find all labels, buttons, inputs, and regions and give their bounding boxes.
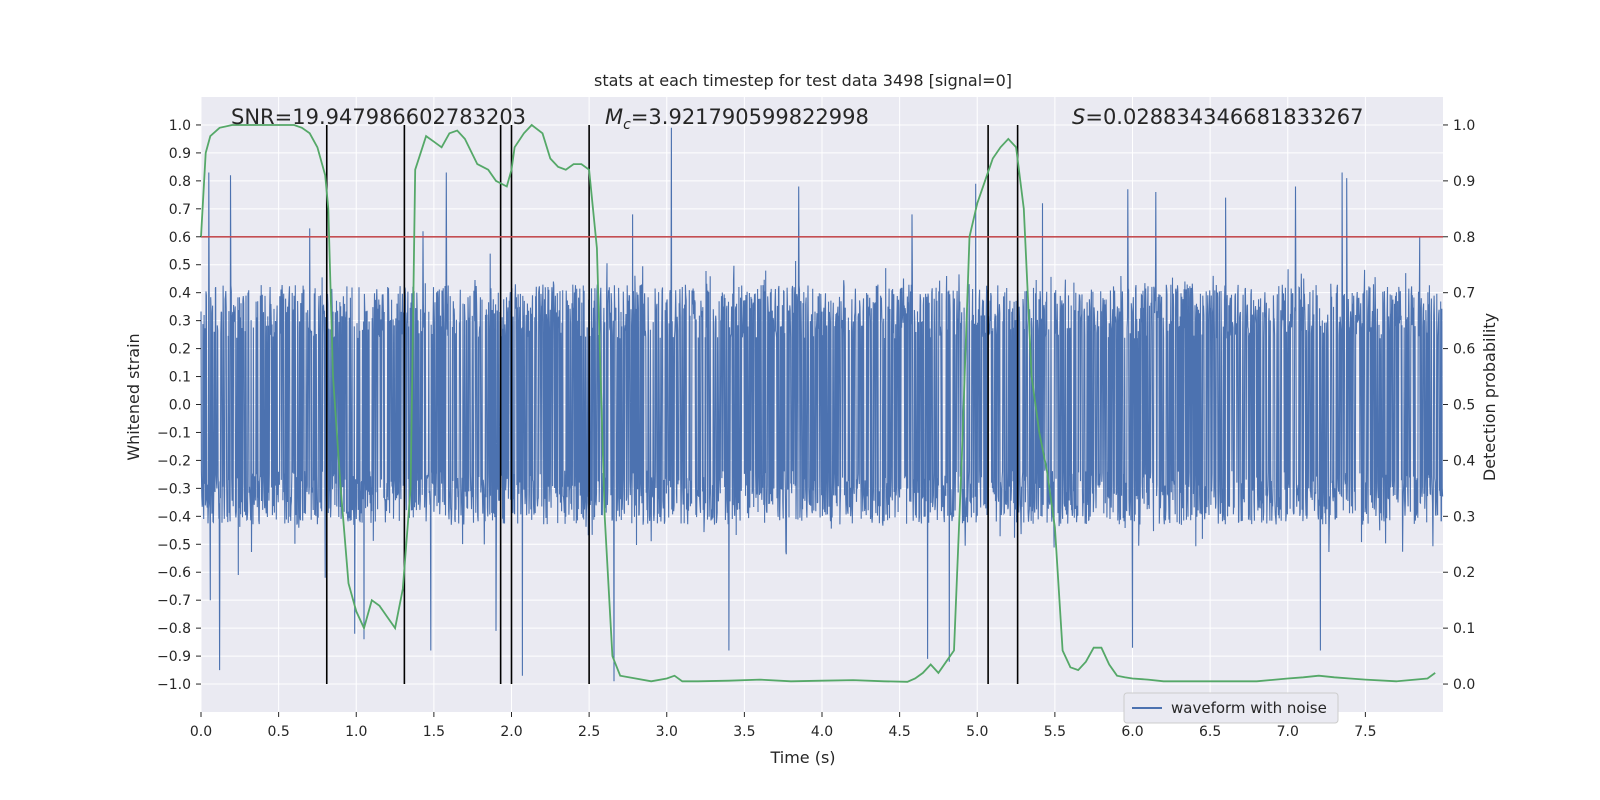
chart-title: stats at each timestep for test data 349… xyxy=(594,71,1012,90)
chirp-mass-annotation: Mc=3.921790599822998 xyxy=(605,105,869,133)
x-tick-label: 3.0 xyxy=(656,724,678,740)
y-left-tick-label: 0.8 xyxy=(169,174,191,190)
x-tick-label: 1.0 xyxy=(345,724,367,740)
x-tick-label: 7.5 xyxy=(1354,724,1376,740)
y-left-tick-label: 0.7 xyxy=(169,202,191,218)
y-right-axis-ticks: 1.0 0.9 0.8 0.7 0.6 0.5 0.4 0.3 0.2 0.1 0.0 xyxy=(1443,118,1475,693)
waveform-line xyxy=(200,127,1444,682)
y-left-tick-label: −0.9 xyxy=(157,649,191,665)
x-tick-label: 6.5 xyxy=(1199,724,1221,740)
x-tick-label: 4.5 xyxy=(888,724,910,740)
y-right-tick-label: 0.6 xyxy=(1453,342,1475,358)
y-right-tick-label: 0.9 xyxy=(1453,174,1475,190)
x-tick-label: 7.0 xyxy=(1277,724,1299,740)
s-value: =0.028834346681833267 xyxy=(1085,105,1363,129)
legend: waveform with noise xyxy=(1123,692,1339,724)
chirp-mass-value: =3.921790599822998 xyxy=(631,105,869,129)
y-left-axis-label: Whitened strain xyxy=(124,333,143,460)
x-tick-label: 0.5 xyxy=(267,724,289,740)
y-right-tick-label: 0.7 xyxy=(1453,286,1475,302)
x-tick-label: 4.0 xyxy=(811,724,833,740)
y-right-tick-label: 0.2 xyxy=(1453,565,1475,581)
x-tick-label: 3.5 xyxy=(733,724,755,740)
chirp-mass-symbol: M xyxy=(605,105,623,129)
y-left-tick-label: −0.7 xyxy=(157,593,191,609)
x-tick-label: 2.5 xyxy=(578,724,600,740)
vertical-markers xyxy=(325,124,1019,685)
y-right-axis-label: Detection probability xyxy=(1480,313,1499,481)
x-axis-ticks: 0.0 0.5 1.0 1.5 2.0 2.5 3.0 3.5 4.0 4.5 5.0 5.5 6.0 6… xyxy=(190,712,1377,740)
y-left-tick-label: 0.9 xyxy=(169,146,191,162)
x-tick-label: 0.0 xyxy=(190,724,212,740)
waveform-series xyxy=(200,127,1444,682)
y-left-tick-label: 0.1 xyxy=(169,370,191,386)
x-tick-label: 5.5 xyxy=(1044,724,1066,740)
y-left-tick-label: 0.0 xyxy=(169,398,191,414)
y-right-tick-label: 0.1 xyxy=(1453,621,1475,637)
x-axis-label: Time (s) xyxy=(769,748,835,767)
s-annotation: S=0.028834346681833267 xyxy=(1072,105,1363,129)
snr-annotation: SNR=19.947986602783203 xyxy=(231,105,526,129)
y-left-tick-label: −0.8 xyxy=(157,621,191,637)
y-left-tick-label: 0.2 xyxy=(169,342,191,358)
y-left-tick-label: 0.5 xyxy=(169,258,191,274)
detection-probability-line xyxy=(200,123,1436,683)
y-left-tick-label: −0.5 xyxy=(157,537,191,553)
y-left-tick-label: −1.0 xyxy=(157,677,191,693)
y-left-tick-label: −0.4 xyxy=(157,509,191,525)
s-symbol: S xyxy=(1072,105,1085,129)
chirp-mass-subscript: c xyxy=(623,117,631,133)
y-left-tick-label: 0.6 xyxy=(169,230,191,246)
legend-label-waveform: waveform with noise xyxy=(1171,699,1327,717)
x-tick-label: 2.0 xyxy=(500,724,522,740)
x-tick-label: 6.0 xyxy=(1121,724,1143,740)
x-tick-label: 1.5 xyxy=(423,724,445,740)
y-left-tick-label: −0.1 xyxy=(157,425,191,441)
y-right-tick-label: 0.4 xyxy=(1453,453,1475,469)
y-left-tick-label: −0.3 xyxy=(157,481,191,497)
y-left-tick-label: −0.2 xyxy=(157,453,191,469)
x-tick-label: 5.0 xyxy=(966,724,988,740)
y-left-tick-label: 0.4 xyxy=(169,286,191,302)
y-right-tick-label: 0.5 xyxy=(1453,398,1475,414)
y-right-tick-label: 0.0 xyxy=(1453,677,1475,693)
y-right-tick-label: 1.0 xyxy=(1453,118,1475,134)
y-right-tick-label: 0.3 xyxy=(1453,509,1475,525)
y-right-tick-label: 0.8 xyxy=(1453,230,1475,246)
legend-box xyxy=(1123,692,1339,724)
y-left-tick-label: 0.3 xyxy=(169,314,191,330)
y-left-axis-ticks: 1.0 0.9 0.8 0.7 0.6 0.5 0.4 0.3 0.2 0.1 0.0 −0.1 −0.… xyxy=(157,118,201,693)
y-left-tick-label: −0.6 xyxy=(157,565,191,581)
y-left-tick-label: 1.0 xyxy=(169,118,191,134)
